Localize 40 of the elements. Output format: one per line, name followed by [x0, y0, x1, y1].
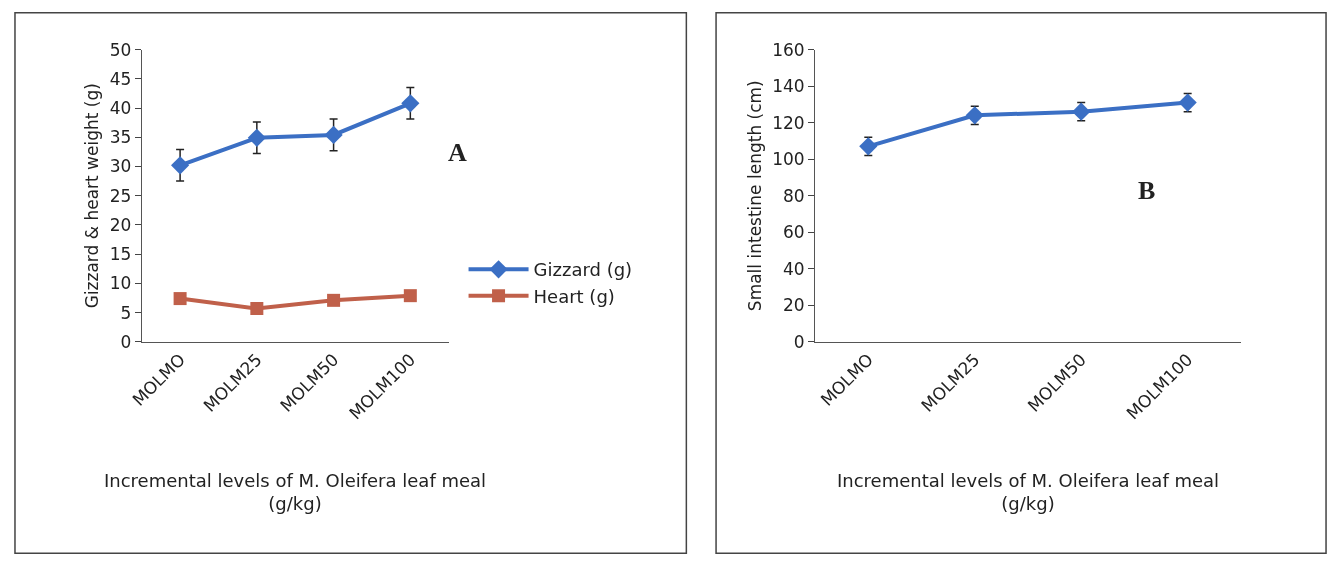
y-tick-label: 40	[109, 97, 132, 118]
y-tick-label: 160	[772, 39, 805, 60]
point	[401, 94, 420, 113]
y-axis-title: Gizzard & heart weight (g)	[82, 83, 103, 309]
point	[171, 156, 190, 175]
y-tick-label: 40	[783, 258, 805, 279]
point	[859, 137, 878, 156]
point	[247, 128, 266, 147]
y-tick-label: 50	[109, 39, 132, 60]
y-tick-label: 10	[109, 273, 132, 294]
y-tick-label: 140	[772, 76, 805, 97]
y-tick-label: 20	[109, 214, 132, 235]
y-tick-label: 60	[783, 222, 805, 243]
y-tick-label: 35	[109, 127, 132, 148]
y-tick-label: 120	[772, 112, 805, 133]
y-tick-label: 0	[120, 331, 132, 352]
y-axis-title: Small intestine length (cm)	[744, 80, 765, 312]
point	[327, 293, 341, 307]
x-axis-title: Incremental levels of M. Oleifera leaf meal (g/kg)	[104, 470, 487, 515]
point	[173, 292, 187, 306]
y-tick-label: 25	[109, 185, 132, 206]
legend-label: Heart (g)	[533, 285, 615, 307]
annotation: A	[448, 138, 467, 167]
point	[250, 302, 264, 316]
y-tick-label: 80	[783, 185, 805, 206]
y-tick-label: 30	[109, 156, 132, 177]
y-tick-label: 15	[109, 244, 132, 265]
point	[403, 289, 417, 303]
y-tick-label: 20	[783, 295, 805, 316]
x-axis-title: Incremental levels of M. Oleifera leaf meal (g/kg)	[837, 470, 1220, 515]
legend-label: Gizzard (g)	[533, 259, 633, 281]
point	[1072, 102, 1091, 121]
y-tick-label: 100	[772, 149, 805, 170]
y-tick-label: 0	[793, 331, 805, 352]
annotation: B	[1138, 176, 1156, 205]
y-tick-label: 45	[109, 68, 132, 89]
point	[965, 106, 984, 125]
point	[324, 125, 343, 144]
y-tick-label: 5	[120, 302, 132, 323]
point	[1178, 93, 1197, 112]
